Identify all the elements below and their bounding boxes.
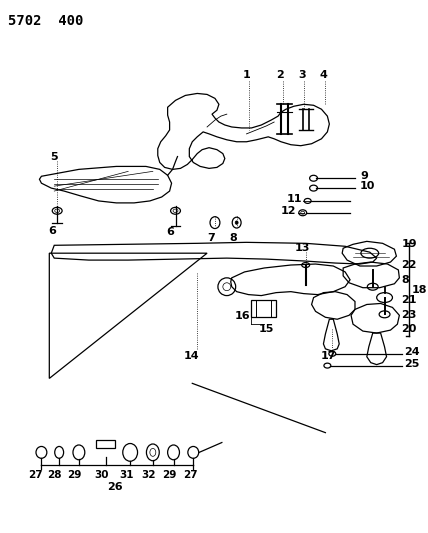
Text: 3: 3 [298,70,306,80]
Text: 27: 27 [183,470,198,480]
Text: 28: 28 [47,470,62,480]
Text: 23: 23 [401,310,417,320]
Text: 5: 5 [51,151,58,161]
Text: 1: 1 [243,70,250,80]
Text: 29: 29 [162,470,177,480]
Text: 15: 15 [259,324,274,334]
Text: 5702  400: 5702 400 [8,13,83,28]
Text: 30: 30 [94,470,109,480]
Text: 26: 26 [107,482,123,492]
Text: 13: 13 [295,243,310,253]
Text: 27: 27 [28,470,43,480]
Text: 18: 18 [411,285,427,295]
Text: 21: 21 [401,295,417,304]
Text: 6: 6 [166,228,175,238]
Text: 4: 4 [319,70,327,80]
Text: 12: 12 [280,206,296,216]
Text: 8: 8 [401,275,409,285]
Text: 19: 19 [401,239,417,249]
Text: 2: 2 [276,70,284,80]
Text: 31: 31 [119,470,134,480]
Ellipse shape [235,221,238,224]
Text: 25: 25 [404,359,420,369]
Text: 6: 6 [48,225,56,236]
Text: 14: 14 [184,351,199,361]
Text: 8: 8 [230,233,238,244]
Text: 16: 16 [235,311,250,321]
Text: 29: 29 [67,470,81,480]
Text: 22: 22 [401,260,417,270]
Text: 11: 11 [286,194,302,204]
Text: 32: 32 [142,470,156,480]
Text: 10: 10 [360,181,375,191]
Bar [251,300,276,317]
Text: 9: 9 [360,171,368,181]
Text: 20: 20 [401,324,417,334]
Bar [95,440,116,448]
Text: 7: 7 [207,233,215,244]
Text: 17: 17 [321,351,336,361]
Text: 24: 24 [404,347,420,357]
